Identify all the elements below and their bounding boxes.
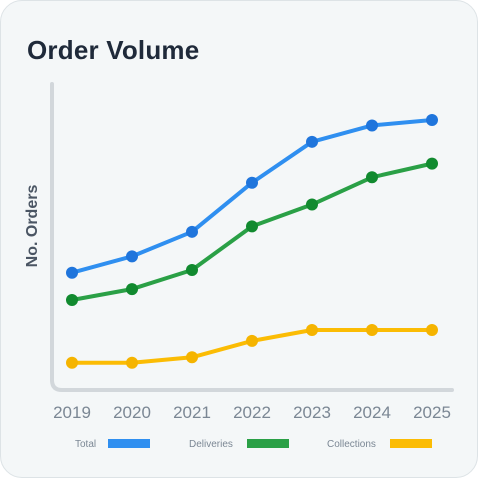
data-point-total-2020 xyxy=(126,250,138,263)
y-axis-label: No. Orders xyxy=(24,185,41,268)
axis-line xyxy=(50,82,454,392)
series-line-total xyxy=(70,118,434,275)
x-tick-label-2024: 2024 xyxy=(353,403,391,422)
data-point-total-2021 xyxy=(186,225,198,238)
data-point-collections-2020 xyxy=(126,356,138,369)
legend-label-collections: Collections xyxy=(327,439,376,450)
legend-swatch-deliveries xyxy=(247,439,289,448)
legend-label-total: Total xyxy=(75,439,96,450)
legend-swatch-total xyxy=(108,439,150,448)
data-point-total-2024 xyxy=(366,119,378,132)
data-point-deliveries-2023 xyxy=(306,198,318,211)
series-points xyxy=(66,114,438,369)
data-point-deliveries-2024 xyxy=(366,171,378,184)
legend: Total Deliveries Collections xyxy=(75,439,432,450)
x-tick-label-2019: 2019 xyxy=(53,403,91,422)
data-point-collections-2024 xyxy=(366,324,378,336)
legend-swatch-collections xyxy=(390,439,432,448)
data-point-collections-2019 xyxy=(66,356,78,369)
data-point-total-2019 xyxy=(66,266,78,279)
data-point-total-2023 xyxy=(306,135,318,148)
legend-item-collections: Collections xyxy=(327,439,432,450)
data-point-deliveries-2025 xyxy=(426,157,438,170)
data-point-total-2022 xyxy=(246,176,258,189)
data-point-collections-2025 xyxy=(426,324,438,336)
x-tick-label-2023: 2023 xyxy=(293,403,331,422)
x-tick-label-2022: 2022 xyxy=(233,403,271,422)
series-lines xyxy=(70,118,434,365)
x-tick-label-2025: 2025 xyxy=(413,403,451,422)
legend-item-deliveries: Deliveries xyxy=(189,439,289,450)
chart-title: Order Volume xyxy=(27,35,200,65)
data-point-deliveries-2022 xyxy=(246,220,258,233)
data-point-collections-2021 xyxy=(186,351,198,364)
data-point-deliveries-2021 xyxy=(186,264,198,276)
data-point-collections-2022 xyxy=(246,334,258,347)
data-point-deliveries-2019 xyxy=(66,294,78,306)
x-tick-labels: 2019 2020 2021 2022 2023 2024 2025 xyxy=(53,403,451,422)
x-tick-label-2021: 2021 xyxy=(173,403,211,422)
legend-label-deliveries: Deliveries xyxy=(189,439,233,450)
legend-item-total: Total xyxy=(75,439,150,450)
data-point-collections-2023 xyxy=(306,324,318,336)
x-tick-label-2020: 2020 xyxy=(113,403,151,422)
data-point-total-2025 xyxy=(426,114,438,126)
axes xyxy=(50,82,454,392)
data-point-deliveries-2020 xyxy=(126,283,138,296)
